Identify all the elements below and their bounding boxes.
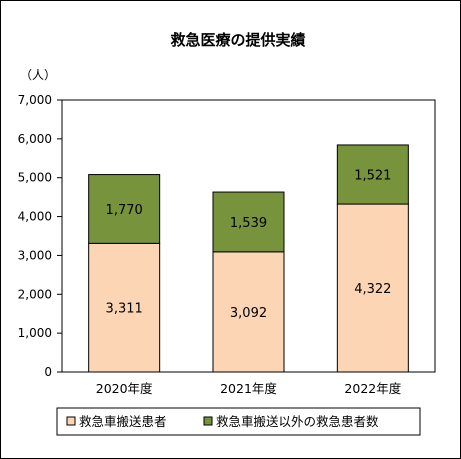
chart-title: 救急医療の提供実績 bbox=[170, 31, 305, 49]
y-tick-label: 0 bbox=[44, 365, 52, 379]
legend-swatch bbox=[66, 416, 76, 426]
data-label: 4,322 bbox=[354, 282, 391, 297]
legend-box bbox=[56, 407, 421, 436]
y-tick-label: 3,000 bbox=[18, 248, 52, 262]
plot-area: 0 1,000 2,000 3,000 4,000 5,000 6,000 7,000 3,31… bbox=[18, 93, 436, 396]
bar-segment bbox=[88, 174, 161, 244]
y-axis-unit-label: （人） bbox=[20, 68, 56, 82]
y-tick-label: 4,000 bbox=[18, 210, 52, 224]
data-label: 3,092 bbox=[230, 306, 267, 321]
y-tick-label: 1,000 bbox=[18, 326, 52, 340]
y-tick-label: 7,000 bbox=[18, 93, 52, 107]
bar-segment bbox=[336, 144, 409, 205]
legend: 救急車搬送患者 救急車搬送以外の救急患者数 bbox=[56, 407, 421, 436]
bar-segment bbox=[336, 203, 409, 373]
x-category-label: 2021年度 bbox=[220, 381, 277, 396]
legend-label: 救急車搬送以外の救急患者数 bbox=[216, 414, 379, 429]
data-label: 1,521 bbox=[354, 169, 391, 184]
x-category-label: 2020年度 bbox=[96, 381, 153, 396]
x-category-label: 2022年度 bbox=[344, 381, 401, 396]
legend-swatch bbox=[203, 416, 213, 426]
y-tick-label: 5,000 bbox=[18, 171, 52, 185]
data-label: 1,770 bbox=[106, 203, 143, 218]
y-tick-label: 2,000 bbox=[18, 287, 52, 301]
data-label: 3,311 bbox=[106, 302, 143, 317]
y-tick-label: 6,000 bbox=[18, 132, 52, 146]
data-label: 1,539 bbox=[230, 216, 267, 231]
legend-label: 救急車搬送患者 bbox=[79, 414, 167, 429]
bar-segment bbox=[212, 191, 285, 253]
